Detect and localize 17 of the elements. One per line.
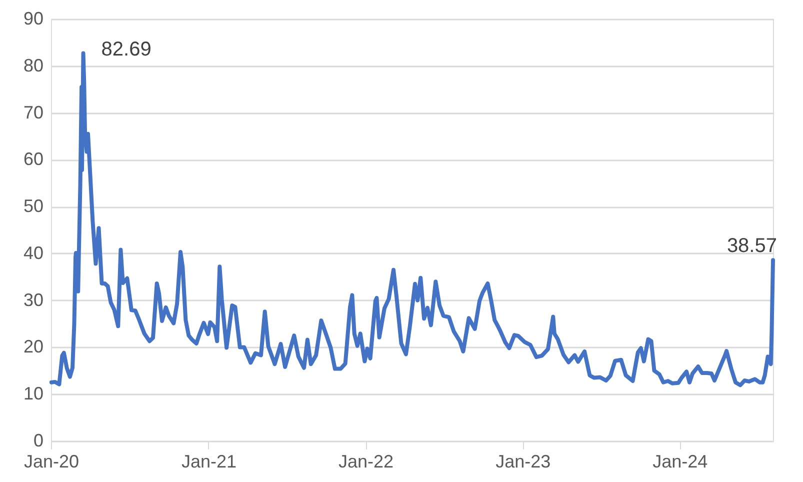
x-tick-label: Jan-22	[338, 452, 394, 472]
y-tick-label: 40	[23, 242, 44, 263]
y-tick-label: 70	[23, 102, 44, 122]
y-tick-label: 10	[23, 384, 44, 404]
annotation: 82.69	[101, 38, 152, 60]
x-tick-label: Jan-21	[181, 452, 237, 472]
y-tick-label: 0	[33, 430, 44, 450]
x-tick-label: Jan-24	[652, 452, 708, 472]
y-tick-label: 50	[23, 196, 44, 216]
y-tick-label: 30	[23, 290, 44, 310]
x-tick-label: Jan-20	[24, 452, 80, 472]
annotation: 38.57	[726, 235, 777, 258]
y-tick-label: 90	[23, 8, 44, 28]
y-tick-label: 80	[23, 55, 44, 76]
y-tick-label: 20	[23, 336, 44, 357]
y-tick-label: 60	[23, 149, 44, 170]
x-tick-label: Jan-23	[496, 452, 551, 472]
